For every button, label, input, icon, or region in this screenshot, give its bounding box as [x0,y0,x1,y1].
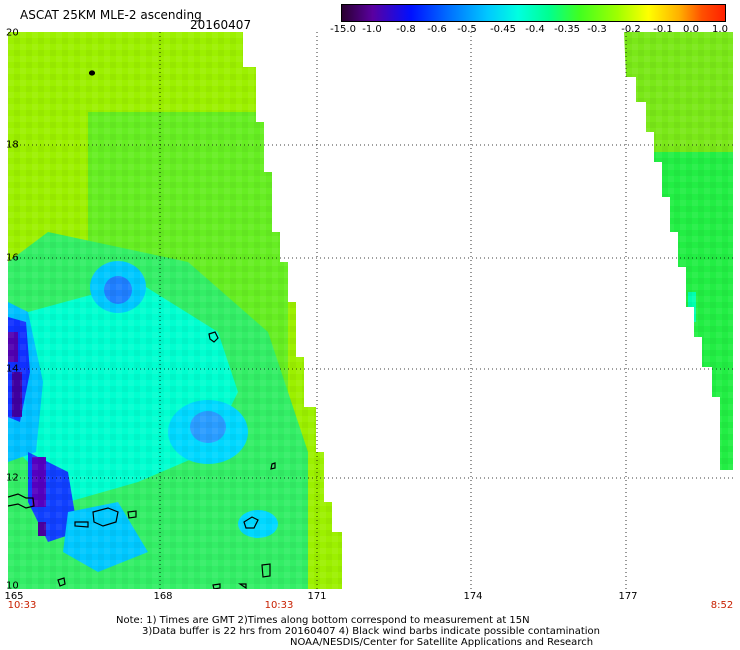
lon-tick-label: 174 [463,591,483,602]
lat-tick-label: 10 [6,580,19,592]
colorbar-label: -0.3 [587,24,607,35]
time-label-middle: 10:33 [264,600,294,611]
chart-title: ASCAT 25KM MLE-2 ascending [20,8,202,22]
lon-tick-label: 171 [307,591,327,602]
time-label-left: 10:33 [7,600,37,611]
right-swath [624,32,733,470]
lat-tick-label: 20 [6,27,19,39]
lon-tick-label: 168 [153,591,173,602]
colorbar-label: -0.5 [457,24,477,35]
colorbar-label: -0.6 [427,24,447,35]
colorbar-label: -15.0 [330,24,356,35]
left-swath [8,32,342,589]
colorbar-label: -0.4 [525,24,545,35]
note-line: Note: 1) Times are GMT 2)Times along bot… [116,615,530,626]
colorbar-label: -0.1 [653,24,673,35]
colorbar-label: -1.0 [362,24,382,35]
graticule [8,32,733,589]
lat-tick-label: 16 [6,252,19,264]
coastlines [8,70,276,589]
wind-map [8,32,733,589]
note-line: NOAA/NESDIS/Center for Satellite Applica… [290,637,594,648]
colorbar-label: 1.0 [712,24,728,35]
footnotes: Note: 1) Times are GMT 2)Times along bot… [110,615,630,648]
colorbar-label: -0.2 [621,24,641,35]
time-label-right: 8:52 [710,600,734,611]
colorbar-label: -0.45 [490,24,516,35]
lat-tick-label: 12 [6,472,19,484]
colorbar [341,4,726,22]
colorbar-label: -0.8 [396,24,416,35]
colorbar-label: 0.0 [683,24,699,35]
lon-tick-label: 165 [4,591,24,602]
colorbar-label: -0.35 [554,24,580,35]
chart-date: 20160407 [190,18,252,32]
note-line: 3)Data buffer is 22 hrs from 20160407 4)… [142,626,600,637]
lat-tick-label: 18 [6,139,19,151]
lat-tick-label: 14 [6,363,19,375]
lon-tick-label: 177 [618,591,638,602]
